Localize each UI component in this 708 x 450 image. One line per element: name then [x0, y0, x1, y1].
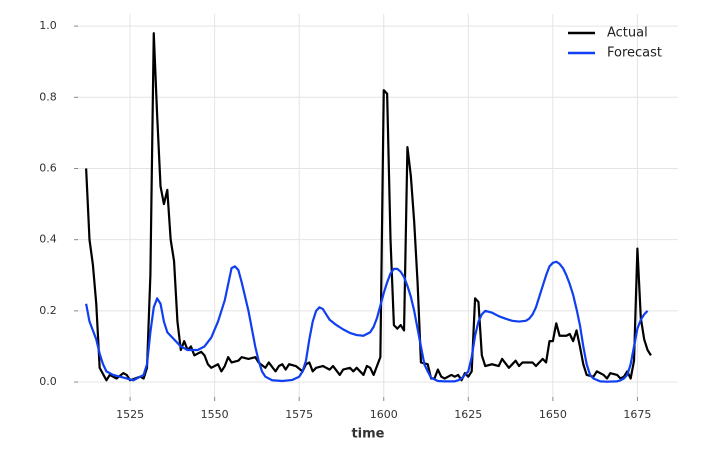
x-tick-label: 1575	[285, 408, 313, 421]
legend-label: Forecast	[607, 46, 662, 61]
y-tick-label: 0.2	[39, 304, 57, 317]
x-tick-label: 1625	[454, 408, 482, 421]
y-tick-label: 0.0	[39, 375, 57, 388]
x-tick-label: 1550	[201, 408, 229, 421]
x-tick-label: 1675	[623, 408, 651, 421]
y-tick-label: 0.8	[39, 90, 57, 103]
labels: 0.0 0.2 0.4 0.6 0.8 1.0 1525 1550 1575 1600 1625 16…	[39, 19, 662, 421]
y-tick-label: 0.6	[39, 161, 57, 174]
grid	[74, 14, 678, 401]
y-tick-label: 1.0	[39, 19, 57, 32]
y-tick-label: 0.4	[39, 233, 57, 246]
series-line	[85, 32, 652, 382]
series-line	[85, 260, 649, 383]
x-tick-label: 1600	[370, 408, 398, 421]
x-tick-label: 1525	[116, 408, 144, 421]
x-tick-label: 1650	[539, 408, 567, 421]
lines	[85, 32, 652, 383]
legend-label: Actual	[607, 26, 648, 41]
x-axis-label: time	[351, 427, 384, 442]
